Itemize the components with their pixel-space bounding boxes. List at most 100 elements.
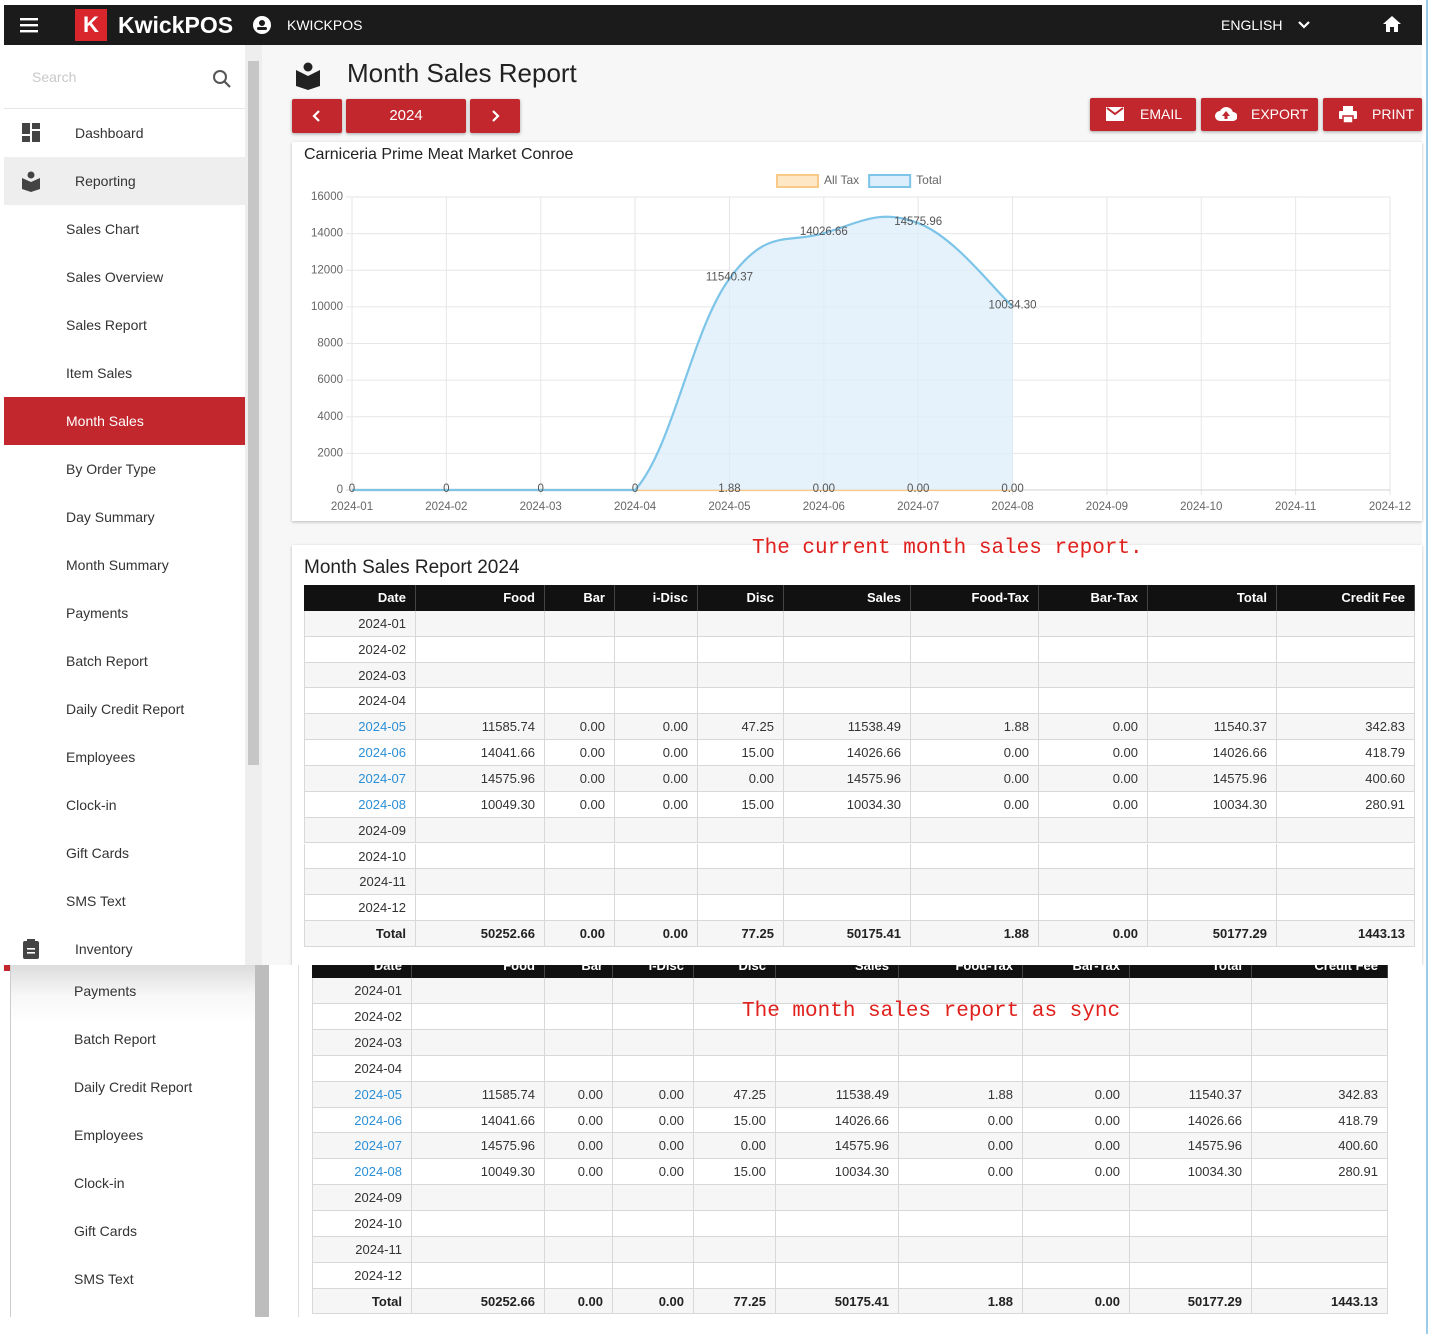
table-cell bbox=[911, 636, 1039, 663]
table-cell bbox=[613, 1185, 694, 1211]
sidebar: Payments Batch Report Daily Credit Report E… bbox=[10, 965, 256, 1317]
table-cell: 0.00 bbox=[613, 1133, 694, 1160]
tile bbox=[22, 123, 30, 134]
table-cell: 0.00 bbox=[615, 791, 698, 818]
table-row bbox=[312, 1004, 1388, 1031]
date-link[interactable]: 2024-06 bbox=[312, 1107, 412, 1134]
scrollbar-thumb[interactable] bbox=[255, 965, 269, 1317]
table-cell bbox=[615, 843, 698, 870]
date-link[interactable]: 2024-08 bbox=[304, 791, 416, 818]
nav-item[interactable]: Sales Overview bbox=[4, 253, 245, 301]
nav-item-label: Payments bbox=[74, 983, 137, 999]
chevron-down[interactable] bbox=[1297, 18, 1311, 32]
user-body bbox=[257, 27, 267, 30]
next-year-button[interactable] bbox=[470, 99, 520, 133]
language[interactable]: ENGLISH bbox=[1221, 17, 1283, 33]
home-icon[interactable] bbox=[1382, 15, 1402, 33]
table-cell: 0.00 bbox=[694, 1133, 776, 1160]
table-title: Month Sales Report 2024 bbox=[304, 557, 520, 578]
nav-item[interactable]: Daily Credit Report bbox=[4, 685, 245, 733]
table-cell bbox=[1039, 817, 1148, 844]
table-cell: 0.00 bbox=[899, 1107, 1023, 1134]
nav-item[interactable]: Day Summary bbox=[4, 493, 245, 541]
data-label: 0 bbox=[538, 483, 544, 495]
nav-item[interactable]: Payments bbox=[11, 967, 256, 1015]
table-cell bbox=[899, 978, 1023, 1005]
date-link[interactable]: 2024-05 bbox=[304, 714, 416, 741]
nav-item[interactable]: Sales Report bbox=[4, 301, 245, 349]
date-link[interactable]: 2024-06 bbox=[304, 740, 416, 766]
column-header: Sales bbox=[776, 965, 899, 979]
nav-item[interactable]: Gift Cards bbox=[11, 1207, 256, 1255]
search-icon[interactable] bbox=[212, 69, 232, 89]
table-row bbox=[312, 1107, 1388, 1134]
table-cell: 10049.30 bbox=[412, 1159, 545, 1186]
nav-item[interactable]: Daily Credit Report bbox=[11, 1063, 256, 1111]
table-cell: 2024-01 bbox=[304, 610, 416, 637]
table-cell: 50177.29 bbox=[1130, 1288, 1252, 1315]
nav-item[interactable]: Sales Chart bbox=[4, 205, 245, 253]
nav-section[interactable]: Reporting bbox=[4, 157, 245, 205]
scrollbar-thumb[interactable] bbox=[248, 61, 259, 765]
table-cell bbox=[1148, 688, 1277, 715]
table-cell bbox=[694, 1236, 776, 1263]
table-cell bbox=[1130, 1030, 1252, 1056]
table-cell bbox=[545, 895, 615, 922]
export-button[interactable]: EXPORT bbox=[1201, 98, 1318, 131]
nav-section[interactable]: Inventory bbox=[4, 925, 245, 973]
nav-item[interactable]: Payments bbox=[4, 589, 245, 637]
table-row bbox=[304, 921, 1415, 947]
menu-icon[interactable] bbox=[20, 16, 40, 34]
date-link[interactable]: 2024-07 bbox=[304, 765, 416, 792]
column-header: Food-Tax bbox=[911, 585, 1039, 611]
print-button[interactable]: PRINT bbox=[1323, 98, 1422, 131]
data-label: 11540.37 bbox=[706, 272, 753, 284]
table-cell bbox=[776, 1030, 899, 1056]
nav-item[interactable]: Clock-in bbox=[4, 781, 245, 829]
table-cell: 0.00 bbox=[615, 740, 698, 766]
table-cell bbox=[1023, 1185, 1130, 1211]
table-cell bbox=[899, 1262, 1023, 1289]
table-cell: 2024-12 bbox=[312, 1262, 412, 1289]
table-cell bbox=[615, 688, 698, 715]
nav-item[interactable]: Batch Report bbox=[11, 1015, 256, 1063]
table-cell: 11540.37 bbox=[1130, 1081, 1252, 1108]
nav-item[interactable]: SMS Text bbox=[4, 877, 245, 925]
email-button[interactable]: EMAIL bbox=[1090, 98, 1196, 131]
table-cell bbox=[1277, 688, 1415, 715]
divider bbox=[4, 108, 245, 109]
nav-item[interactable]: Item Sales bbox=[4, 349, 245, 397]
table-row bbox=[304, 662, 1415, 689]
book-shape bbox=[296, 70, 320, 90]
table-cell: 11538.49 bbox=[776, 1081, 899, 1108]
date-link[interactable]: 2024-07 bbox=[312, 1133, 412, 1160]
nav-item[interactable]: SMS Text bbox=[11, 1255, 256, 1303]
nav-item[interactable]: Employees bbox=[4, 733, 245, 781]
table-cell bbox=[911, 817, 1039, 844]
nav-item[interactable]: By Order Type bbox=[4, 445, 245, 493]
table-row bbox=[304, 714, 1415, 741]
nav-item[interactable]: Month Summary bbox=[4, 541, 245, 589]
edge-mark bbox=[4, 965, 10, 971]
prev-year-button[interactable] bbox=[292, 99, 342, 133]
table-cell: 2024-02 bbox=[312, 1004, 412, 1031]
nav-section[interactable]: Dashboard bbox=[4, 109, 245, 157]
date-link[interactable]: 2024-08 bbox=[312, 1159, 412, 1186]
table-row bbox=[312, 1236, 1388, 1263]
date-link[interactable]: 2024-05 bbox=[312, 1081, 412, 1108]
table-cell bbox=[1039, 688, 1148, 715]
table-cell: 0.00 bbox=[613, 1288, 694, 1315]
y-tick-label: 10000 bbox=[311, 301, 343, 313]
year-button[interactable]: 2024 bbox=[346, 99, 466, 133]
nav-item[interactable]: Batch Report bbox=[4, 637, 245, 685]
table-cell bbox=[412, 1262, 545, 1289]
nav-item[interactable]: Month Sales bbox=[4, 397, 245, 445]
nav-item[interactable]: Gift Cards bbox=[4, 829, 245, 877]
search-placeholder[interactable]: Search bbox=[32, 69, 77, 85]
nav-item[interactable]: Clock-in bbox=[11, 1159, 256, 1207]
table-cell bbox=[615, 895, 698, 922]
table-cell bbox=[613, 1030, 694, 1056]
table-cell bbox=[613, 1004, 694, 1031]
nav-item[interactable]: Employees bbox=[11, 1111, 256, 1159]
table-cell bbox=[545, 1055, 613, 1082]
